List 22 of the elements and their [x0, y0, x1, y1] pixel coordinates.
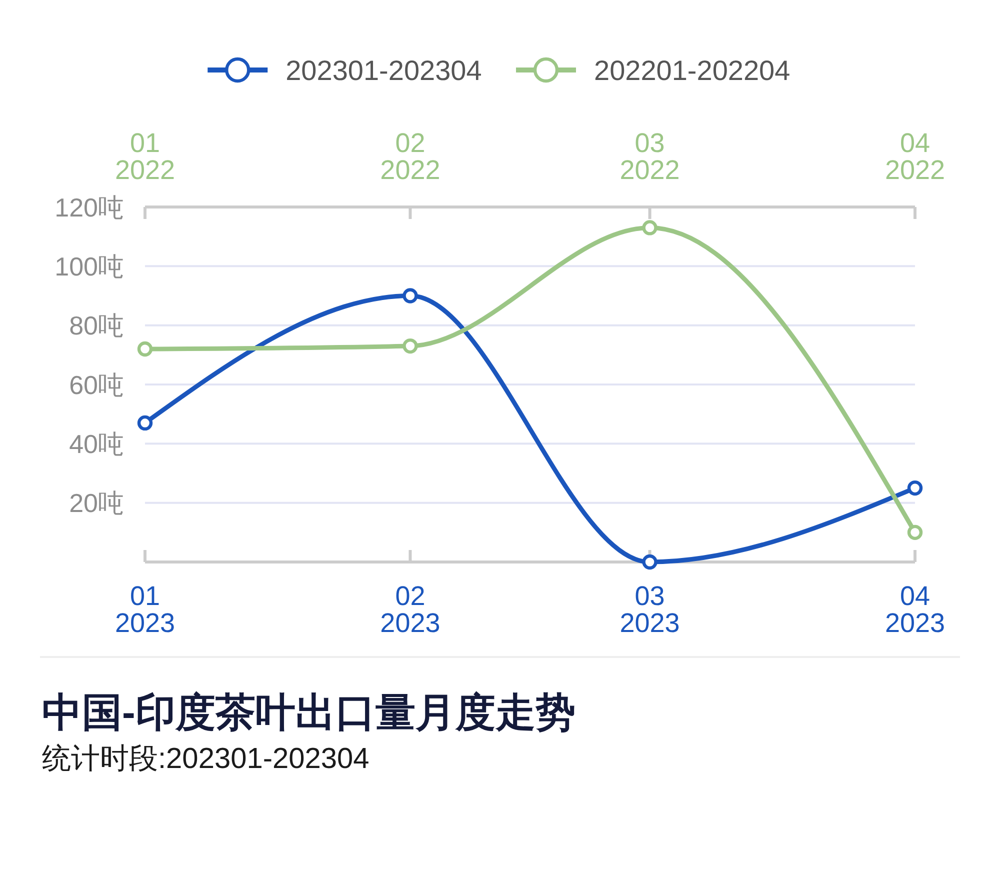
x-tick-label: 04 2023 — [884, 581, 946, 638]
x-tick-label: 01 2023 — [114, 581, 176, 638]
y-tick-label: 120吨 — [54, 192, 124, 222]
point — [642, 554, 658, 570]
x-tick-label: 03 2023 — [620, 581, 680, 638]
point — [137, 415, 153, 431]
legend-label: 202201-202204 — [594, 55, 790, 86]
y-tick-label: 60吨 — [69, 370, 124, 400]
x2-tick-label: 03 2022 — [620, 128, 680, 185]
point — [907, 480, 923, 496]
y-tick-label: 20吨 — [69, 488, 124, 518]
x2-tick-label: 01 2022 — [114, 128, 176, 185]
x2-tick-label: 04 2022 — [884, 128, 946, 185]
legend-label: 202301-202304 — [286, 55, 482, 86]
x-tick-label: 02 2023 — [380, 581, 440, 638]
text: 统计时段:202301-202304 — [42, 743, 370, 775]
y-tick-label: 100吨 — [54, 252, 124, 282]
y-tick-label: 40吨 — [69, 429, 124, 460]
x2-tick-label: 02 2022 — [380, 128, 440, 185]
y-tick-label: 80吨 — [69, 310, 124, 341]
text: 中国-印度茶叶出口量月度走势 — [42, 691, 576, 735]
point — [402, 288, 418, 304]
